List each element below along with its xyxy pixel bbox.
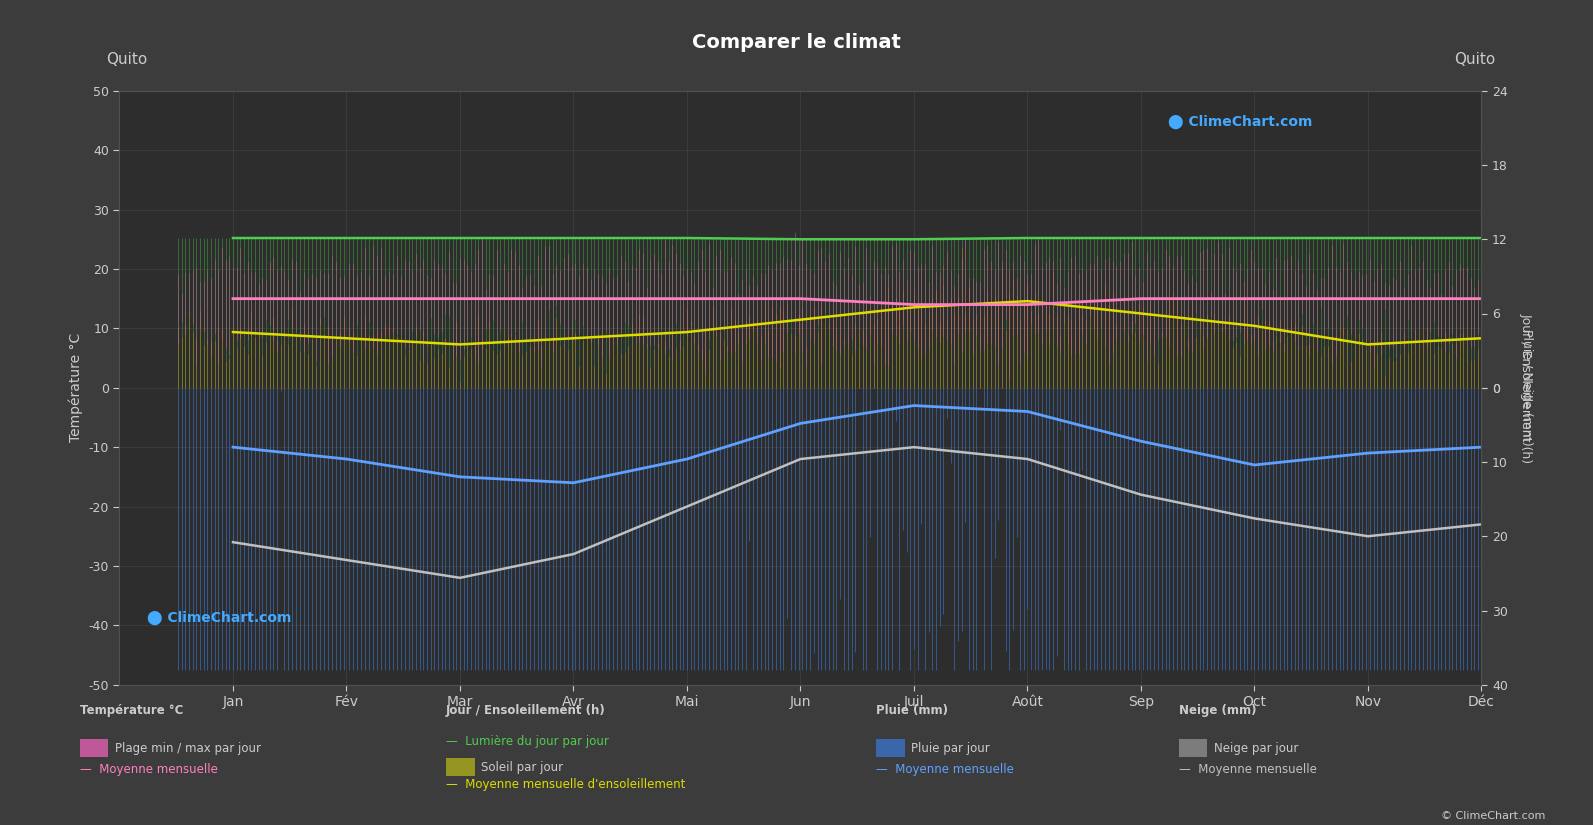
Y-axis label: Pluie / Neige (mm): Pluie / Neige (mm) xyxy=(1520,329,1532,446)
Text: Quito: Quito xyxy=(105,52,147,67)
Text: Quito: Quito xyxy=(1454,52,1496,67)
Text: —  Moyenne mensuelle d'ensoleillement: — Moyenne mensuelle d'ensoleillement xyxy=(446,778,685,791)
Y-axis label: Jour / Ensoleillement (h): Jour / Ensoleillement (h) xyxy=(1520,313,1532,463)
Text: Soleil par jour: Soleil par jour xyxy=(481,761,564,774)
Text: Jour / Ensoleillement (h): Jour / Ensoleillement (h) xyxy=(446,704,605,717)
Text: Neige (mm): Neige (mm) xyxy=(1179,704,1257,717)
Text: Pluie par jour: Pluie par jour xyxy=(911,742,989,755)
Text: Plage min / max par jour: Plage min / max par jour xyxy=(115,742,261,755)
Text: —  Moyenne mensuelle: — Moyenne mensuelle xyxy=(80,763,218,776)
Text: —  Moyenne mensuelle: — Moyenne mensuelle xyxy=(876,763,1015,776)
Text: ⬤ ClimeChart.com: ⬤ ClimeChart.com xyxy=(1168,115,1313,129)
Text: Température °C: Température °C xyxy=(80,704,183,717)
Text: Neige par jour: Neige par jour xyxy=(1214,742,1298,755)
Text: —  Lumière du jour par jour: — Lumière du jour par jour xyxy=(446,735,609,748)
Text: Pluie (mm): Pluie (mm) xyxy=(876,704,948,717)
Text: ⬤ ClimeChart.com: ⬤ ClimeChart.com xyxy=(147,611,292,625)
Text: —  Moyenne mensuelle: — Moyenne mensuelle xyxy=(1179,763,1317,776)
Y-axis label: Température °C: Température °C xyxy=(68,333,83,442)
Text: Comparer le climat: Comparer le climat xyxy=(691,33,902,52)
Text: © ClimeChart.com: © ClimeChart.com xyxy=(1440,811,1545,821)
